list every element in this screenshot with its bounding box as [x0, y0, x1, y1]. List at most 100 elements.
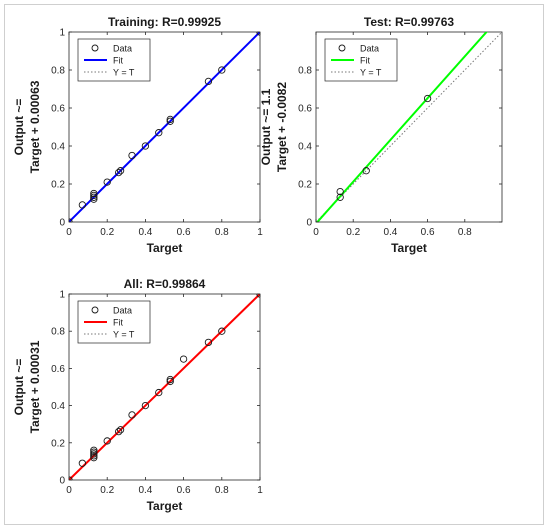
y-tick-label: 1 — [59, 290, 65, 301]
y-axis-label-output: Output ~= — [12, 99, 26, 156]
plot-layer — [69, 294, 260, 480]
data-point — [116, 167, 125, 175]
data-point — [78, 459, 87, 467]
identity-line — [316, 32, 502, 222]
y-tick-label: 0.2 — [51, 180, 65, 191]
panel-title: All: R=0.99864 — [124, 277, 206, 291]
figure-frame: Training: R=0.99925 0 0.2 0.4 0.6 0.8 1 0 0.2 0.4… — [4, 4, 544, 525]
y-axis-label-output: Output ~= 1.1 — [259, 88, 273, 165]
y-axis-label-output: Output ~= — [12, 359, 26, 416]
data-point — [90, 448, 98, 456]
y-tick-label: 0.2 — [298, 180, 312, 191]
legend-box — [324, 38, 398, 82]
x-tick-label: 0.4 — [383, 227, 397, 238]
data-point — [90, 450, 98, 458]
data-point — [166, 377, 174, 386]
legend-label: Y = T — [113, 330, 135, 340]
x-tick-label: 0.4 — [138, 485, 152, 496]
x-axis-label: Target — [147, 241, 183, 255]
y-axis-label-fit: Target + 0.00031 — [28, 340, 42, 433]
y-tick-label: 0.4 — [298, 142, 312, 153]
x-tick-label: 0.8 — [215, 227, 229, 238]
x-tick-label: 0.6 — [177, 227, 191, 238]
legend: Data Fit Y = T — [77, 300, 151, 344]
data-point — [166, 115, 174, 124]
data-point — [78, 201, 87, 209]
legend-label: Fit — [113, 56, 123, 66]
data-point — [218, 66, 226, 74]
data-point — [155, 388, 163, 397]
legend-label: Fit — [113, 318, 123, 328]
x-axis-label: Target — [147, 499, 183, 513]
panel-0: Training: R=0.99925 0 0.2 0.4 0.6 0.8 1 0 0.2 0.4… — [12, 15, 263, 255]
legend-label: Y = T — [360, 68, 382, 78]
legend-label: Fit — [360, 56, 370, 66]
y-tick-label: 0.4 — [51, 401, 65, 412]
x-tick-label: 0.8 — [215, 485, 229, 496]
plot-layer — [69, 32, 260, 222]
legend-label: Data — [360, 44, 379, 54]
legend-label: Y = T — [113, 68, 135, 78]
data-point — [336, 187, 344, 196]
x-tick-label: 0 — [66, 485, 72, 496]
fit-line — [316, 32, 488, 222]
x-tick-label: 1 — [257, 227, 263, 238]
y-tick-label: 0.8 — [51, 327, 65, 338]
x-tick-label: 0 — [313, 227, 319, 238]
data-point — [90, 189, 98, 198]
data-point — [155, 129, 163, 137]
data-point — [90, 193, 98, 201]
legend-data-marker — [91, 306, 99, 314]
legend-data-marker — [91, 44, 99, 52]
x-tick-label: 0.2 — [100, 485, 114, 496]
data-point — [218, 327, 226, 335]
y-tick-label: 0.6 — [298, 104, 312, 115]
data-point — [204, 338, 213, 347]
legend-label: Data — [113, 306, 132, 316]
x-tick-label: 0.2 — [346, 227, 360, 238]
data-point — [128, 411, 136, 419]
legend: Data Fit Y = T — [324, 38, 398, 82]
y-tick-label: 0.6 — [51, 364, 65, 375]
legend-label: Data — [113, 44, 132, 54]
y-tick-label: 0.6 — [51, 104, 65, 115]
data-point — [128, 151, 136, 160]
data-point — [103, 178, 111, 186]
y-tick-label: 0.8 — [298, 66, 312, 77]
data-point — [141, 142, 150, 150]
data-point — [90, 454, 98, 462]
panel-title: Test: R=0.99763 — [364, 15, 454, 29]
data-point — [166, 117, 174, 125]
data-point — [179, 355, 188, 363]
panel-2: All: R=0.99864 0 0.2 0.4 0.6 0.8 1 0 0.2 0.4 0.6 0.… — [12, 277, 263, 513]
data-point — [204, 77, 213, 86]
data-point — [336, 193, 344, 201]
x-tick-label: 0.6 — [177, 485, 191, 496]
x-axis-label: Target — [391, 241, 427, 255]
y-tick-label: 0 — [59, 476, 65, 487]
data-point — [115, 427, 123, 436]
y-tick-label: 0.2 — [51, 438, 65, 449]
data-point — [423, 94, 432, 103]
legend-data-marker — [338, 44, 346, 52]
y-tick-label: 0 — [59, 218, 65, 229]
data-point — [69, 476, 73, 480]
panel-1: Test: R=0.99763 0 0.2 0.4 0.6 0.8 0 0.2 0.4 0.6 0.… — [259, 15, 503, 255]
y-axis-label-fit: Target + 0.00063 — [28, 80, 42, 173]
data-point — [90, 446, 98, 454]
x-tick-label: 0 — [66, 227, 72, 238]
fit-line — [69, 294, 260, 480]
data-point — [90, 452, 98, 460]
fit-line — [69, 32, 260, 222]
x-tick-label: 0.4 — [138, 227, 152, 238]
legend: Data Fit Y = T — [77, 38, 151, 82]
data-point — [90, 195, 98, 203]
regression-figure: Training: R=0.99925 0 0.2 0.4 0.6 0.8 1 0 0.2 0.4… — [12, 15, 503, 513]
panel-title: Training: R=0.99925 — [108, 15, 221, 29]
data-point — [116, 426, 125, 434]
plot-layer — [316, 32, 502, 222]
data-point — [103, 437, 111, 445]
y-tick-label: 0.8 — [51, 66, 65, 77]
data-point — [362, 167, 370, 175]
x-tick-label: 0.8 — [458, 227, 472, 238]
